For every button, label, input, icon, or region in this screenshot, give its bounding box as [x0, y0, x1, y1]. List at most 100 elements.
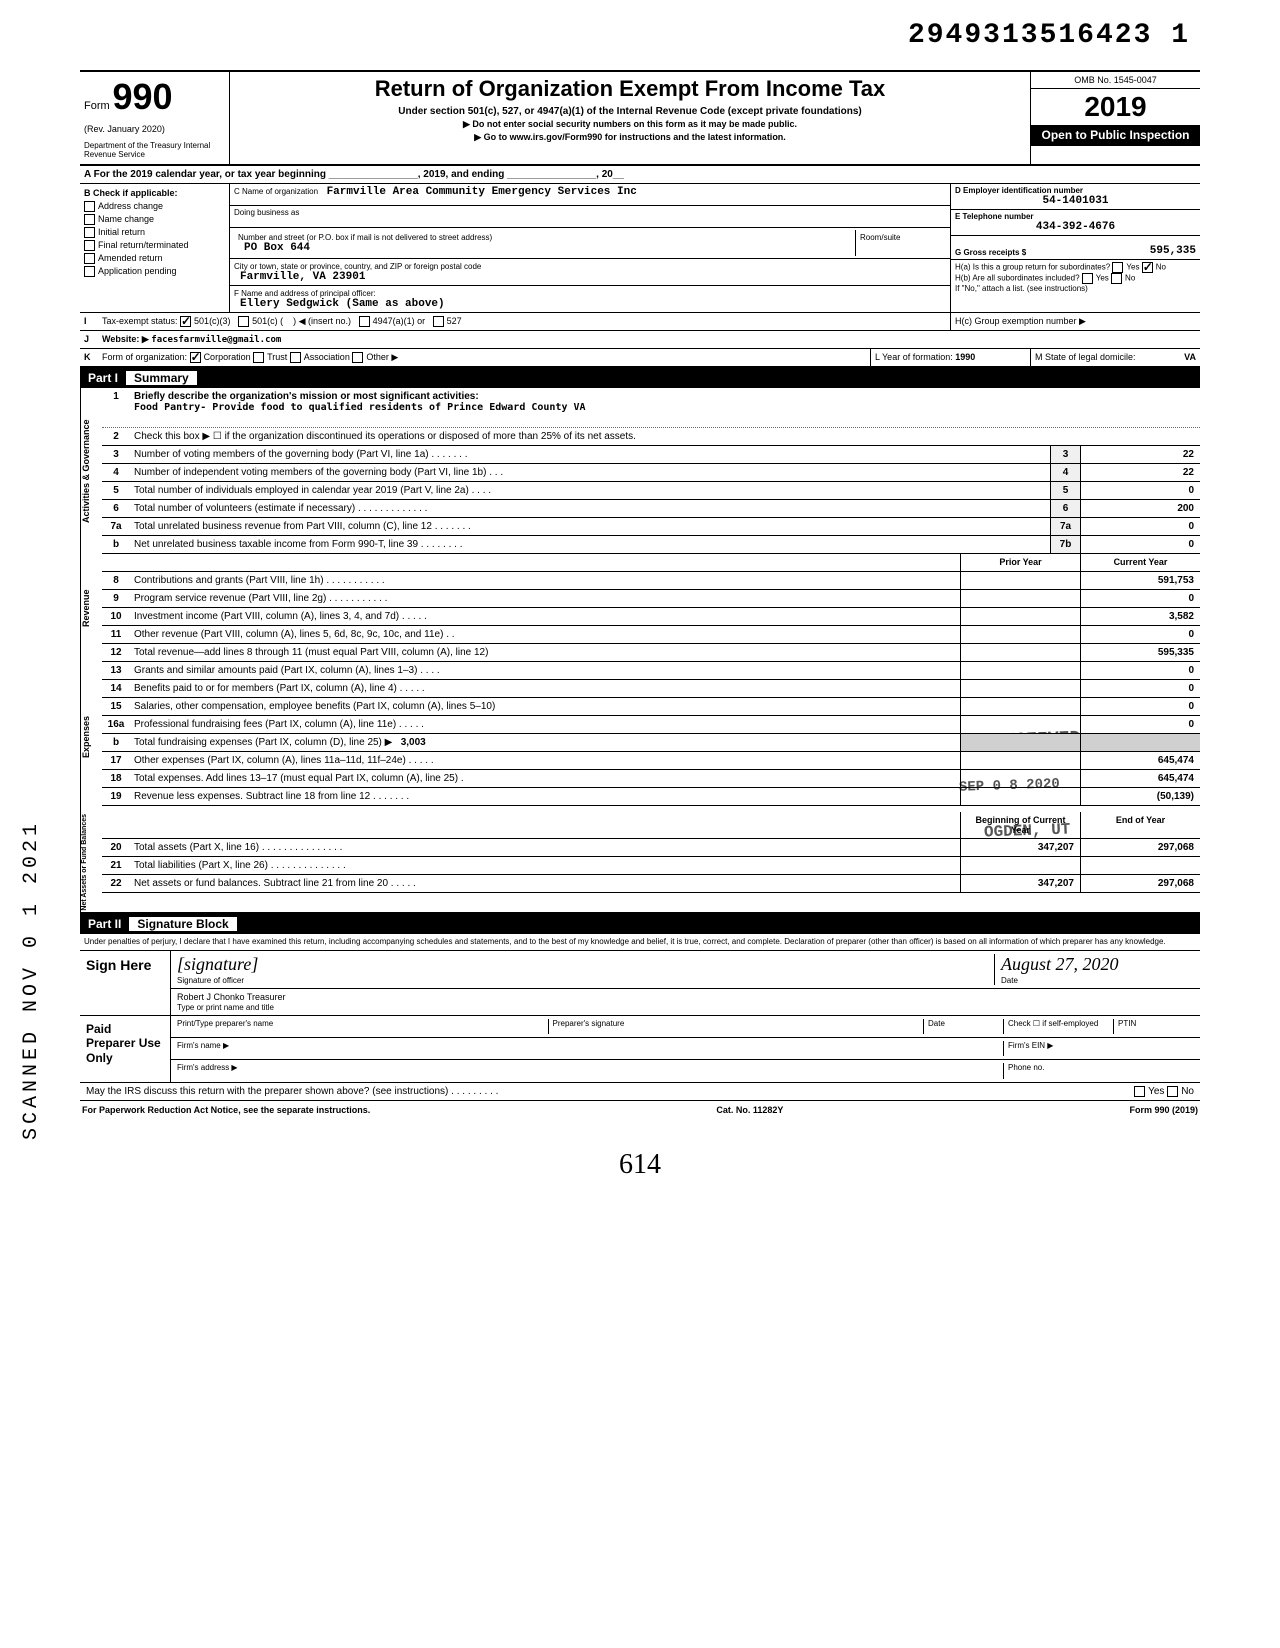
city-label: City or town, state or province, country…	[234, 262, 481, 271]
room-label: Room/suite	[860, 233, 900, 242]
cb-initial-return[interactable]: Initial return	[84, 227, 225, 238]
sign-date: August 27, 2020	[1001, 954, 1119, 974]
row-k: K Form of organization: Corporation Trus…	[80, 349, 1200, 368]
summary-line: 15Salaries, other compensation, employee…	[102, 698, 1200, 716]
column-b-checkboxes: B Check if applicable: Address change Na…	[80, 184, 230, 312]
dba-label: Doing business as	[234, 208, 299, 225]
summary-line: 7aTotal unrelated business revenue from …	[102, 518, 1200, 536]
summary-line: 4Number of independent voting members of…	[102, 464, 1200, 482]
summary-line: 9Program service revenue (Part VIII, lin…	[102, 590, 1200, 608]
col-prior-year: Prior Year	[960, 554, 1080, 571]
form-note-url: ▶ Go to www.irs.gov/Form990 for instruct…	[240, 132, 1020, 143]
form-number: 990	[112, 76, 172, 118]
form-note-ssn: ▶ Do not enter social security numbers o…	[240, 119, 1020, 130]
summary-line: 8Contributions and grants (Part VIII, li…	[102, 572, 1200, 590]
ein-value: 54-1401031	[955, 195, 1196, 207]
officer-value: Ellery Sedgwick (Same as above)	[240, 298, 445, 310]
form-footer-label: Form 990 (2019)	[1129, 1105, 1198, 1115]
org-name-label: C Name of organization	[234, 187, 318, 196]
page-footer: For Paperwork Reduction Act Notice, see …	[80, 1101, 1200, 1119]
cb-4947[interactable]	[359, 316, 370, 327]
addr-label: Number and street (or P.O. box if mail i…	[238, 233, 492, 242]
sign-here-label: Sign Here	[80, 951, 170, 1015]
summary-line: bTotal fundraising expenses (Part IX, co…	[102, 734, 1200, 752]
gross-label: G Gross receipts $	[955, 248, 1150, 257]
catalog-number: Cat. No. 11282Y	[716, 1105, 783, 1115]
addr-value: PO Box 644	[244, 242, 310, 254]
form-revision: (Rev. January 2020)	[84, 124, 225, 134]
cb-application-pending[interactable]: Application pending	[84, 266, 225, 277]
cb-amended-return[interactable]: Amended return	[84, 253, 225, 264]
row-a-tax-year: A For the 2019 calendar year, or tax yea…	[80, 166, 1200, 184]
summary-line: 21Total liabilities (Part X, line 26) . …	[102, 857, 1200, 875]
signature-block: Under penalties of perjury, I declare th…	[80, 934, 1200, 1101]
cb-association[interactable]	[290, 352, 301, 363]
cb-501c[interactable]	[238, 316, 249, 327]
paperwork-notice: For Paperwork Reduction Act Notice, see …	[82, 1105, 370, 1115]
line2-text: Check this box ▶ ☐ if the organization d…	[130, 428, 1200, 445]
form-subtitle: Under section 501(c), 527, or 4947(a)(1)…	[240, 106, 1020, 117]
summary-line: 11Other revenue (Part VIII, column (A), …	[102, 626, 1200, 644]
summary-line: 3Number of voting members of the governi…	[102, 446, 1200, 464]
cb-trust[interactable]	[253, 352, 264, 363]
col-current-year: Current Year	[1080, 554, 1200, 571]
summary-line: 6Total number of volunteers (estimate if…	[102, 500, 1200, 518]
summary-line: 13Grants and similar amounts paid (Part …	[102, 662, 1200, 680]
scan-date-stamp: SCANNED NOV 0 1 2021	[20, 820, 43, 1140]
side-governance: Activities & Governance	[80, 388, 102, 554]
dept-treasury: Department of the Treasury Internal Reve…	[84, 142, 225, 160]
document-locator-number: 2949313516423 1	[908, 20, 1190, 51]
mission-text: Food Pantry- Provide food to qualified r…	[134, 402, 586, 413]
column-d-right: D Employer identification number54-14010…	[950, 184, 1200, 312]
summary-line: 22Net assets or fund balances. Subtract …	[102, 875, 1200, 893]
summary-line: 19Revenue less expenses. Subtract line 1…	[102, 788, 1200, 806]
form-title: Return of Organization Exempt From Incom…	[240, 76, 1020, 102]
row-j: J Website: ▶ facesfarmville@gmail.com	[80, 331, 1200, 349]
cb-name-change[interactable]: Name change	[84, 214, 225, 225]
perjury-declaration: Under penalties of perjury, I declare th…	[80, 934, 1200, 950]
column-c-org-info: C Name of organization Farmville Area Co…	[230, 184, 950, 312]
form-header: Form 990 (Rev. January 2020) Department …	[80, 70, 1200, 166]
part1-header: Part I Summary	[80, 368, 1200, 388]
cb-final-return[interactable]: Final return/terminated	[84, 240, 225, 251]
tel-label: E Telephone number	[955, 212, 1196, 221]
state-domicile: VA	[1184, 352, 1196, 362]
omb-number: OMB No. 1545-0047	[1031, 72, 1200, 89]
tax-year: 2019	[1031, 89, 1200, 125]
paid-preparer-label: Paid Preparer Use Only	[80, 1016, 170, 1082]
summary-line: 20Total assets (Part X, line 16) . . . .…	[102, 839, 1200, 857]
form-990-page: 2949313516423 1 Form 990 (Rev. January 2…	[80, 20, 1200, 1181]
h-note: If "No," attach a list. (see instruction…	[955, 284, 1088, 293]
cb-address-change[interactable]: Address change	[84, 201, 225, 212]
org-name-value: Farmville Area Community Emergency Servi…	[327, 186, 637, 198]
hb-label: H(b) Are all subordinates included?	[955, 273, 1080, 282]
col-b-header: B Check if applicable:	[84, 188, 225, 198]
part1-body: Activities & Governance 1 Briefly descri…	[80, 388, 1200, 915]
cb-other[interactable]	[352, 352, 363, 363]
cb-corporation[interactable]	[190, 352, 201, 363]
officer-name-typed: Robert J Chonko Treasurer	[177, 992, 286, 1002]
gross-value: 595,335	[1150, 245, 1196, 257]
side-net-assets: Net Assets or Fund Balances	[80, 812, 102, 913]
form-label: Form	[84, 100, 110, 112]
summary-line: 12Total revenue—add lines 8 through 11 (…	[102, 644, 1200, 662]
summary-line: 18Total expenses. Add lines 13–17 (must …	[102, 770, 1200, 788]
row-i: I Tax-exempt status: 501(c)(3) 501(c) ( …	[80, 313, 1200, 331]
cb-discuss-yes[interactable]	[1134, 1086, 1145, 1097]
cb-527[interactable]	[433, 316, 444, 327]
city-value: Farmville, VA 23901	[240, 271, 365, 283]
side-expenses: Expenses	[80, 662, 102, 812]
cb-discuss-no[interactable]	[1167, 1086, 1178, 1097]
block-bcd: B Check if applicable: Address change Na…	[80, 184, 1200, 313]
cb-501c3[interactable]	[180, 316, 191, 327]
col-beginning-year: Beginning of Current Year	[960, 812, 1080, 838]
officer-signature: [signature]	[177, 954, 258, 974]
open-to-public: Open to Public Inspection	[1031, 125, 1200, 146]
summary-line: 16aProfessional fundraising fees (Part I…	[102, 716, 1200, 734]
summary-line: 10Investment income (Part VIII, column (…	[102, 608, 1200, 626]
handwritten-page-number: 614	[80, 1149, 1200, 1181]
tel-value: 434-392-4676	[955, 221, 1196, 233]
side-revenue: Revenue	[80, 554, 102, 662]
year-formation: 1990	[955, 352, 975, 362]
ein-label: D Employer identification number	[955, 186, 1196, 195]
